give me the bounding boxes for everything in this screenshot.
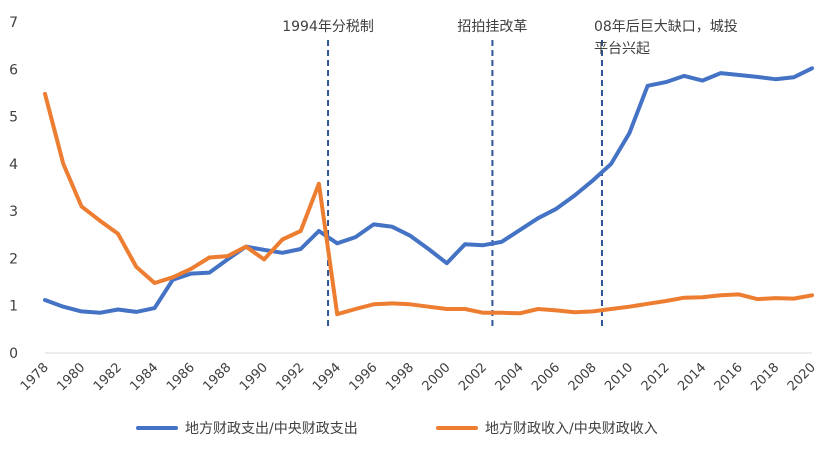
y-tick-label: 2 (9, 251, 18, 267)
y-axis-ticks: 0 1 2 3 4 5 6 7 (9, 15, 18, 362)
x-tick-label: 1984 (127, 360, 161, 394)
y-tick-label: 1 (9, 299, 18, 315)
x-tick-label: 1986 (164, 360, 198, 394)
x-tick-label: 2006 (529, 360, 563, 394)
y-tick-label: 4 (9, 157, 18, 173)
series-line-1 (43, 66, 814, 315)
x-tick-label: 1978 (18, 360, 52, 394)
legend: 地方财政支出/中央财政支出 地方财政收入/中央财政收入 (136, 421, 658, 437)
x-tick-label: 2012 (639, 360, 673, 394)
annotation-label: 平台兴起 (594, 41, 650, 57)
y-tick-label: 6 (9, 62, 18, 78)
x-tick-label: 1988 (200, 360, 234, 394)
x-tick-label: 2004 (493, 360, 527, 394)
annotation-label: 1994年分税制 (282, 19, 374, 35)
x-tick-label: 1992 (273, 360, 307, 394)
x-tick-label: 2014 (675, 360, 709, 394)
x-tick-label: 2016 (712, 360, 746, 394)
x-tick-label: 2018 (748, 360, 782, 394)
x-tick-label: 1980 (54, 360, 88, 394)
x-tick-label: 1990 (237, 360, 271, 394)
x-tick-label: 2000 (420, 360, 454, 394)
x-tick-label: 2002 (456, 360, 490, 394)
y-tick-label: 7 (9, 15, 18, 31)
x-tick-label: 2020 (785, 360, 819, 394)
x-axis: 1978 1980 1982 1984 1986 1988 1990 1992 1994 1996… (18, 352, 819, 394)
x-tick-label: 1994 (310, 360, 344, 394)
x-tick-label: 2008 (566, 360, 600, 394)
x-tick-label: 1998 (383, 360, 417, 394)
x-tick-label: 1996 (347, 360, 381, 394)
x-tick-label: 1982 (91, 360, 125, 394)
annotation-label: 招拍挂改革 (457, 19, 527, 35)
y-tick-label: 0 (9, 346, 18, 362)
legend-label: 地方财政收入/中央财政收入 (485, 421, 658, 437)
x-tick-label: 2010 (602, 360, 636, 394)
y-tick-label: 5 (9, 110, 18, 126)
y-tick-label: 3 (9, 204, 18, 220)
series-line-2 (43, 91, 814, 317)
series-lines (43, 66, 814, 317)
annotation-label: 08年后巨大缺口，城投 (594, 19, 738, 35)
legend-label: 地方财政支出/中央财政支出 (185, 421, 358, 437)
